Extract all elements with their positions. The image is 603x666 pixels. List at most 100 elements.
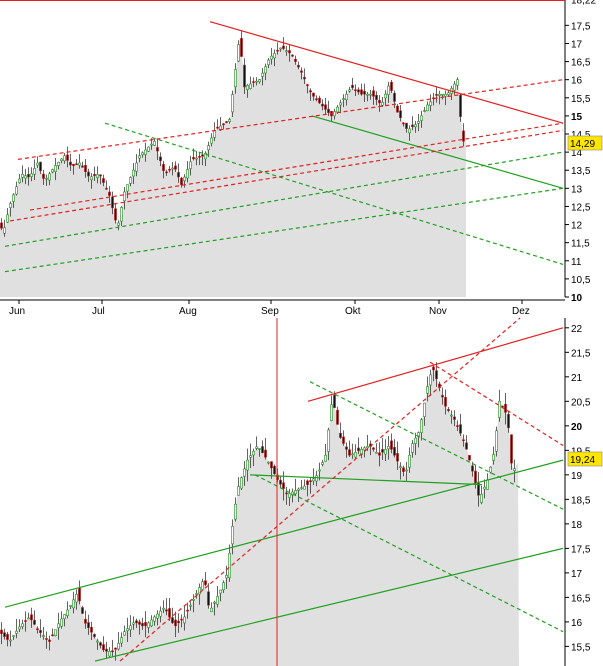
candle-body xyxy=(432,366,435,371)
candle-body xyxy=(300,70,303,73)
y-tick-label: 10,5 xyxy=(571,275,591,286)
candle-body xyxy=(252,451,255,456)
candle-body xyxy=(222,123,225,126)
candle-body xyxy=(0,629,3,634)
candle-body xyxy=(69,161,72,166)
candle-body xyxy=(174,165,177,170)
y-tick-label: 17 xyxy=(571,569,583,580)
candle-body xyxy=(243,468,246,477)
candle-body xyxy=(141,623,144,627)
candle-body xyxy=(381,102,384,106)
candle-body xyxy=(93,634,96,637)
candle-body xyxy=(498,401,501,418)
candle-body xyxy=(297,488,300,491)
candle-body xyxy=(486,479,489,490)
candle-body xyxy=(249,83,252,89)
candle-body xyxy=(102,644,105,651)
candle-body xyxy=(261,446,264,454)
candle-body xyxy=(111,196,114,209)
candle-body xyxy=(132,169,135,177)
candle-body xyxy=(258,448,261,450)
price-area xyxy=(0,370,519,666)
candle-body xyxy=(171,167,174,170)
candle-body xyxy=(0,222,3,229)
y-tick-label: 18 xyxy=(571,520,583,531)
candle-body xyxy=(411,443,414,453)
candle-body xyxy=(6,214,9,223)
candle-body xyxy=(180,618,183,621)
candle-body xyxy=(189,604,192,607)
candle-body xyxy=(387,446,390,450)
candle-body xyxy=(453,416,456,420)
candle-body xyxy=(54,165,57,172)
candle-body xyxy=(348,89,351,92)
candle-body xyxy=(426,386,429,394)
candle-body xyxy=(183,176,186,182)
candle-body xyxy=(435,370,438,380)
candle-body xyxy=(303,485,306,490)
candle-body xyxy=(312,92,315,97)
candle-body xyxy=(18,178,21,183)
candle-body xyxy=(186,609,189,612)
y-tick-label: 12 xyxy=(571,221,583,232)
candle-body xyxy=(84,165,87,172)
candle-body xyxy=(72,163,75,167)
candle-body xyxy=(150,619,153,627)
dashed-trendline xyxy=(309,381,564,510)
solid-trendline xyxy=(307,327,564,402)
candle-body xyxy=(90,176,93,180)
candle-body xyxy=(447,409,450,411)
candle-body xyxy=(291,54,294,57)
candle-body xyxy=(234,69,237,88)
candle-body xyxy=(45,177,48,180)
candle-body xyxy=(15,630,18,634)
candle-body xyxy=(321,103,324,107)
candle-body xyxy=(402,122,405,125)
candle-body xyxy=(378,452,381,456)
candle-body xyxy=(48,173,51,181)
candle-body xyxy=(510,434,513,464)
candle-body xyxy=(78,587,81,602)
candle-body xyxy=(63,155,66,162)
candle-body xyxy=(444,397,447,407)
candle-body xyxy=(372,90,375,97)
candle-body xyxy=(63,614,66,619)
candle-body xyxy=(384,93,387,99)
candle-body xyxy=(117,643,120,650)
candle-body xyxy=(393,447,396,456)
y-tick-label: 20,5 xyxy=(571,397,591,408)
candle-body xyxy=(213,130,216,138)
candle-body xyxy=(57,161,60,166)
last-price-badge xyxy=(567,135,603,151)
candle-body xyxy=(423,110,426,112)
candle-body xyxy=(87,171,90,177)
candle-body xyxy=(381,449,384,453)
candle-body xyxy=(189,161,192,169)
candle-body xyxy=(357,447,360,452)
candle-body xyxy=(3,632,6,637)
candle-body xyxy=(114,208,117,221)
candle-body xyxy=(333,111,336,117)
candle-body xyxy=(177,620,180,624)
y-tick-label: 16 xyxy=(571,76,583,87)
candle-body xyxy=(351,84,354,88)
candle-body xyxy=(255,446,258,449)
candle-body xyxy=(447,92,450,95)
candle-body xyxy=(114,647,117,650)
trendlines xyxy=(4,21,564,273)
candle-body xyxy=(204,580,207,585)
trendlines xyxy=(4,317,564,662)
candle-body xyxy=(150,143,153,146)
candle-body xyxy=(357,89,360,93)
candle-body xyxy=(315,475,318,482)
candle-body xyxy=(219,589,222,594)
candle-body xyxy=(375,95,378,100)
candle-body xyxy=(87,622,90,629)
candle-body xyxy=(33,619,36,625)
candle-body xyxy=(42,635,45,637)
candle-body xyxy=(270,461,273,469)
candle-body xyxy=(351,453,354,456)
candle-body xyxy=(75,594,78,603)
y-tick-label: 17,5 xyxy=(571,544,591,555)
candle-body xyxy=(231,526,234,545)
